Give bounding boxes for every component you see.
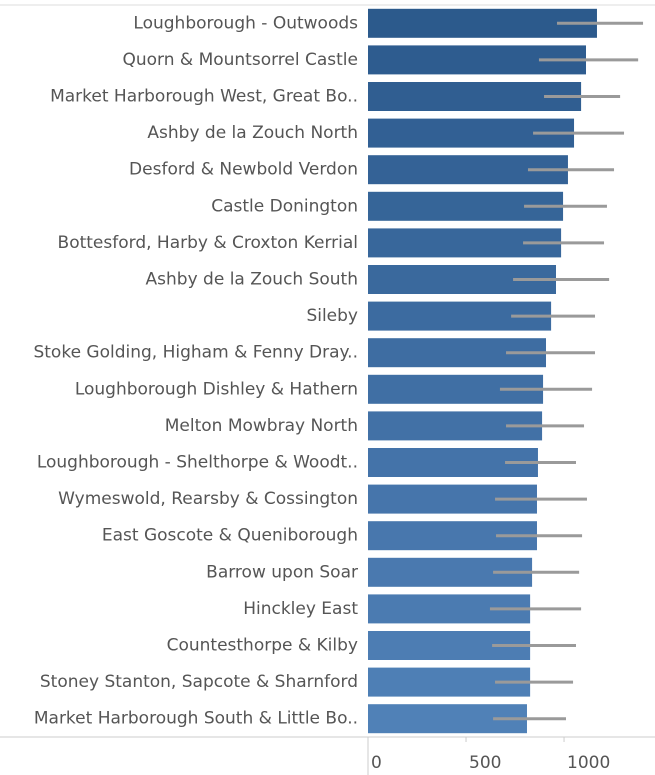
x-tick-label: 0 (371, 753, 382, 773)
y-tick-label: Market Harborough West, Great Bo.. (50, 87, 358, 107)
y-tick-label: Stoke Golding, Higham & Fenny Dray.. (33, 343, 358, 363)
y-tick-label: East Goscote & Queniborough (102, 526, 358, 546)
y-tick-label: Wymeswold, Rearsby & Cossington (58, 489, 358, 509)
y-tick-label: Sileby (306, 306, 358, 326)
y-tick-label: Bottesford, Harby & Croxton Kerrial (58, 233, 358, 253)
y-tick-label: Countesthorpe & Kilby (167, 636, 358, 656)
y-tick-label: Market Harborough South & Little Bo.. (34, 709, 358, 729)
y-tick-label: Desford & Newbold Verdon (129, 160, 358, 180)
y-tick-label: Barrow upon Soar (206, 562, 358, 582)
x-tick-label: 1000 (567, 753, 610, 773)
y-tick-label: Stoney Stanton, Sapcote & Sharnford (40, 672, 358, 692)
y-tick-label: Castle Donington (211, 196, 358, 216)
y-tick-label: Ashby de la Zouch South (146, 270, 358, 290)
y-tick-label: Loughborough - Shelthorpe & Woodt.. (37, 453, 358, 473)
y-tick-label: Quorn & Mountsorrel Castle (122, 50, 358, 70)
y-tick-label: Loughborough - Outwoods (133, 13, 358, 33)
y-tick-label: Hinckley East (243, 599, 358, 619)
y-tick-label: Melton Mowbray North (165, 416, 358, 436)
y-tick-label: Ashby de la Zouch North (147, 123, 358, 143)
x-tick-label: 500 (469, 753, 501, 773)
y-tick-label: Loughborough Dishley & Hathern (75, 379, 358, 399)
